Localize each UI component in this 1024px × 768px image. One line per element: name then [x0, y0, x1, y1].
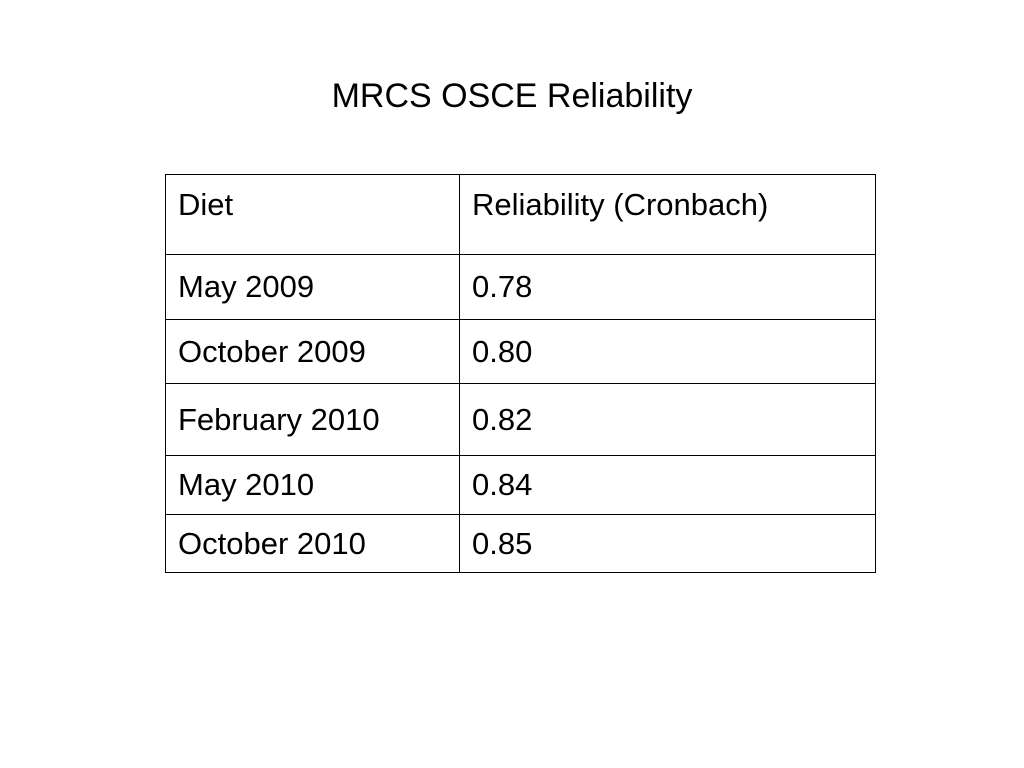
slide-title: MRCS OSCE Reliability: [331, 77, 693, 115]
table-row: October 2009 0.80: [165, 319, 876, 384]
header-cell-diet: Diet: [165, 174, 460, 255]
table-row: May 2010 0.84: [165, 455, 876, 515]
table-row: February 2010 0.82: [165, 383, 876, 456]
cell-reliability: 0.84: [459, 455, 876, 515]
cell-diet: February 2010: [165, 383, 460, 456]
cell-diet: May 2009: [165, 254, 460, 320]
cell-reliability: 0.82: [459, 383, 876, 456]
header-cell-reliability: Reliability (Cronbach): [459, 174, 876, 255]
table-row: May 2009 0.78: [165, 254, 876, 320]
cell-reliability: 0.80: [459, 319, 876, 384]
cell-diet: October 2009: [165, 319, 460, 384]
cell-reliability: 0.85: [459, 514, 876, 573]
cell-diet: May 2010: [165, 455, 460, 515]
table-row: October 2010 0.85: [165, 514, 876, 573]
cell-diet: October 2010: [165, 514, 460, 573]
reliability-table: Diet Reliability (Cronbach) May 2009 0.7…: [165, 174, 876, 573]
cell-reliability: 0.78: [459, 254, 876, 320]
table-header-row: Diet Reliability (Cronbach): [165, 174, 876, 255]
